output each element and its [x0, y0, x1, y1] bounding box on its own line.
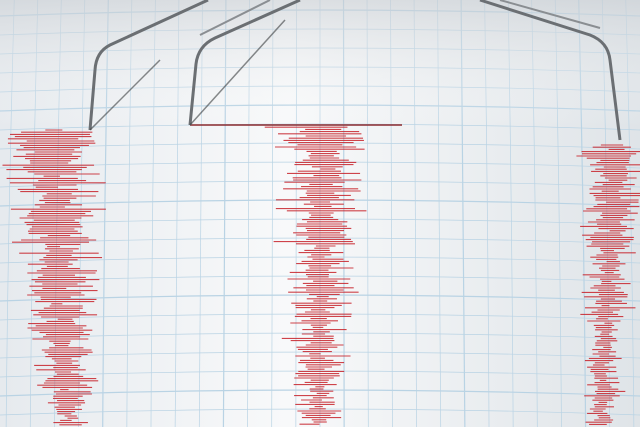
needle-left	[88, 0, 209, 131]
seismic-traces	[2, 124, 640, 426]
needle-center-extra	[199, 0, 271, 36]
trace-center	[264, 124, 367, 425]
trace-right	[576, 144, 640, 425]
needle-right	[479, 0, 622, 141]
needle-right-extra	[499, 0, 601, 29]
trace-left	[2, 129, 106, 426]
needle-center	[188, 0, 301, 126]
needle-center-shadow	[189, 19, 286, 126]
needle-left-shadow	[89, 59, 161, 131]
needles	[88, 0, 622, 141]
